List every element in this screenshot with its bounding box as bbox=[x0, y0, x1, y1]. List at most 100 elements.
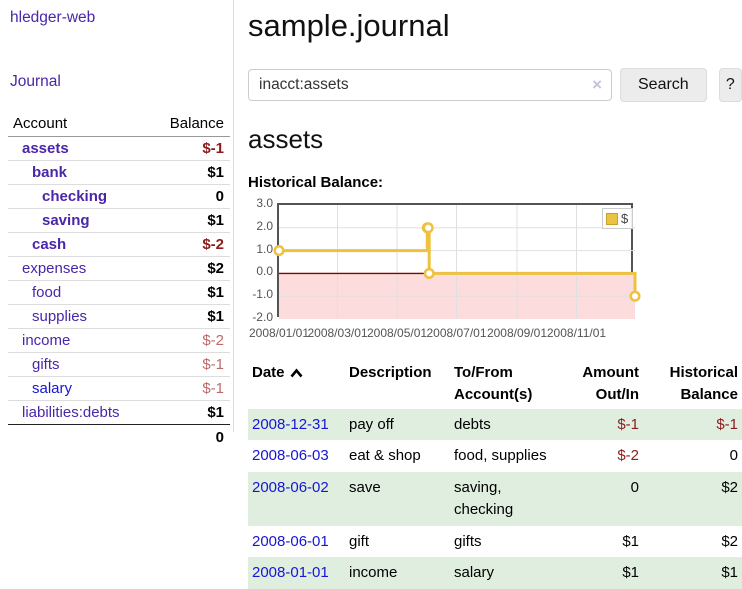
register-date-link[interactable]: 2008-12-31 bbox=[252, 416, 329, 433]
accounts-total-row: 0 bbox=[8, 425, 230, 451]
x-axis-tick-label: 2008/07/01 bbox=[426, 326, 486, 340]
register-accounts: food, supplies bbox=[450, 440, 560, 472]
y-axis-tick-label: 2.0 bbox=[248, 219, 273, 233]
search-input[interactable] bbox=[248, 69, 612, 101]
x-axis-tick-label: 2008/05/01 bbox=[367, 326, 427, 340]
register-accounts: gifts bbox=[450, 526, 560, 558]
sidebar-account-link[interactable]: gifts bbox=[32, 356, 60, 373]
chart-title: Historical Balance: bbox=[248, 174, 742, 191]
account-row: bank $1 bbox=[8, 161, 230, 185]
legend-swatch-icon bbox=[606, 213, 618, 225]
help-button[interactable]: ? bbox=[719, 68, 742, 102]
register-amount: $1 bbox=[560, 526, 643, 558]
account-balance: $2 bbox=[151, 257, 230, 281]
account-balance: $-1 bbox=[151, 137, 230, 161]
y-axis-tick-label: -2.0 bbox=[248, 310, 273, 324]
y-axis-tick-label: -1.0 bbox=[248, 287, 273, 301]
sidebar-account-link[interactable]: bank bbox=[32, 164, 67, 181]
register-balance: $2 bbox=[643, 526, 742, 558]
register-date-link[interactable]: 2008-06-03 bbox=[252, 447, 329, 464]
register-amount: $-2 bbox=[560, 440, 643, 472]
account-balance: $-1 bbox=[151, 377, 230, 401]
y-axis-tick-label: 0.0 bbox=[248, 264, 273, 278]
register-balance: $1 bbox=[643, 557, 742, 589]
sidebar-account-link[interactable]: assets bbox=[22, 140, 69, 157]
account-row: expenses $2 bbox=[8, 257, 230, 281]
account-row: saving $1 bbox=[8, 209, 230, 233]
chart-legend: $ bbox=[602, 208, 633, 229]
account-row: supplies $1 bbox=[8, 305, 230, 329]
legend-label: $ bbox=[621, 211, 628, 226]
account-row: assets $-1 bbox=[8, 137, 230, 161]
sidebar-account-link[interactable]: supplies bbox=[32, 308, 87, 325]
register-amount: $1 bbox=[560, 557, 643, 589]
clear-search-icon[interactable]: × bbox=[592, 75, 602, 95]
account-balance: $1 bbox=[151, 305, 230, 329]
sidebar: hledger-web Journal Account Balance asse… bbox=[0, 0, 234, 432]
register-amount: $-1 bbox=[560, 409, 643, 441]
account-balance: $1 bbox=[151, 401, 230, 425]
account-row: cash $-2 bbox=[8, 233, 230, 257]
y-axis-tick-label: 1.0 bbox=[248, 242, 273, 256]
register-column-header: Historical Balance bbox=[643, 359, 742, 409]
account-row: food $1 bbox=[8, 281, 230, 305]
brand-link[interactable]: hledger-web bbox=[10, 9, 233, 27]
sidebar-account-link[interactable]: income bbox=[22, 332, 70, 349]
register-description: pay off bbox=[345, 409, 450, 441]
register-column-header: Amount Out/In bbox=[560, 359, 643, 409]
register-accounts: debts bbox=[450, 409, 560, 441]
register-column-header: Description bbox=[345, 359, 450, 409]
search-box: × bbox=[248, 69, 612, 101]
account-balance: $-2 bbox=[151, 233, 230, 257]
search-button[interactable]: Search bbox=[620, 68, 707, 102]
register-balance: 0 bbox=[643, 440, 742, 472]
account-balance: $-2 bbox=[151, 329, 230, 353]
search-bar: × Search ? bbox=[248, 68, 742, 102]
register-accounts: salary bbox=[450, 557, 560, 589]
sidebar-account-link[interactable]: salary bbox=[32, 380, 72, 397]
x-axis-tick-label: 2008/01/01 bbox=[249, 326, 309, 340]
account-row: income $-2 bbox=[8, 329, 230, 353]
register-date-link[interactable]: 2008-06-02 bbox=[252, 479, 329, 496]
sidebar-account-link[interactable]: expenses bbox=[22, 260, 86, 277]
register-amount: 0 bbox=[560, 472, 643, 526]
account-balance: $-1 bbox=[151, 353, 230, 377]
sort-ascending-icon bbox=[290, 368, 303, 378]
register-description: eat & shop bbox=[345, 440, 450, 472]
account-balance: 0 bbox=[151, 185, 230, 209]
register-column-header: To/From Account(s) bbox=[450, 359, 560, 409]
account-row: salary $-1 bbox=[8, 377, 230, 401]
sidebar-account-link[interactable]: food bbox=[32, 284, 61, 301]
account-row: liabilities:debts $1 bbox=[8, 401, 230, 425]
chart-plot-area[interactable] bbox=[277, 203, 633, 317]
register-balance: $2 bbox=[643, 472, 742, 526]
register-accounts: saving, checking bbox=[450, 472, 560, 526]
sidebar-account-link[interactable]: liabilities:debts bbox=[22, 404, 120, 421]
register-date-link[interactable]: 2008-01-01 bbox=[252, 564, 329, 581]
register-description: save bbox=[345, 472, 450, 526]
account-balance: $1 bbox=[151, 281, 230, 305]
sidebar-account-link[interactable]: saving bbox=[42, 212, 90, 229]
main-content: sample.journal × Search ? assets Histori… bbox=[248, 0, 742, 589]
sidebar-account-link[interactable]: checking bbox=[42, 188, 107, 205]
page-title: sample.journal bbox=[248, 8, 742, 44]
accounts-header-balance: Balance bbox=[151, 112, 230, 137]
sidebar-account-link[interactable]: cash bbox=[32, 236, 66, 253]
accounts-total-value: 0 bbox=[151, 425, 230, 451]
register-date-link[interactable]: 2008-06-01 bbox=[252, 533, 329, 550]
sidebar-item-journal[interactable]: Journal bbox=[10, 73, 233, 91]
register-balance: $-1 bbox=[643, 409, 742, 441]
account-balance: $1 bbox=[151, 209, 230, 233]
account-balance: $1 bbox=[151, 161, 230, 185]
